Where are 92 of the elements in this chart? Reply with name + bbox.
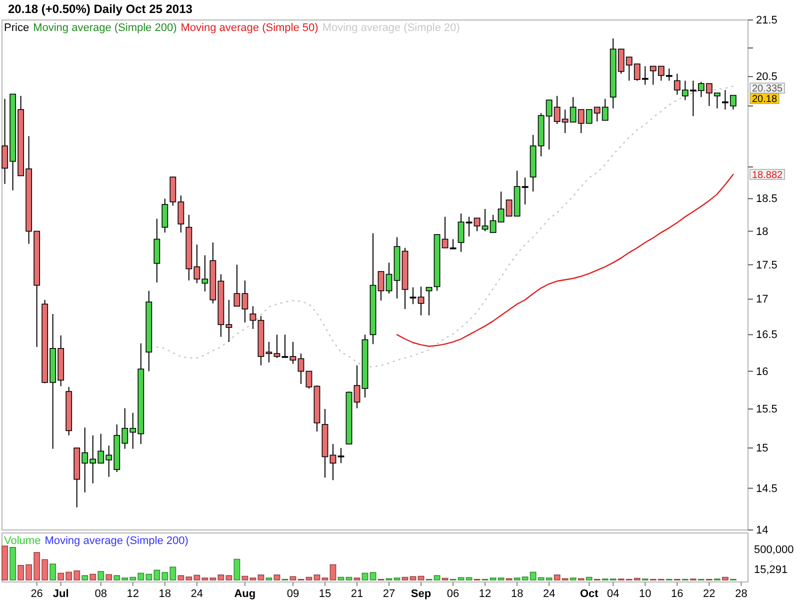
legend-label: Moving average (Simple 200) <box>44 535 188 547</box>
x-tick-label: 16 <box>671 588 684 600</box>
y-tick-label: 18.5 <box>756 193 778 206</box>
candlestick <box>290 341 296 364</box>
x-tick-label: 21 <box>350 588 364 600</box>
bar <box>314 574 320 580</box>
x-tick-label: 10 <box>639 588 652 600</box>
bar <box>402 576 408 580</box>
x-tick-label: 15 <box>318 588 332 600</box>
x-tick-label: 26 <box>30 588 43 600</box>
candlestick <box>282 334 288 358</box>
x-tick-label: 18 <box>158 588 172 600</box>
y-tick-label: 15.5 <box>756 404 778 416</box>
line-series <box>396 174 734 347</box>
x-tick-label: 22 <box>703 588 716 600</box>
x-tick-label: Jul <box>52 588 69 600</box>
bar <box>330 564 336 580</box>
y-tick-label: 14.5 <box>756 482 778 495</box>
y-tick-label: 21.5 <box>756 14 778 27</box>
bar <box>362 572 368 580</box>
bar <box>418 576 424 580</box>
bar <box>322 578 328 580</box>
bar <box>266 578 272 580</box>
x-tick-label: Aug <box>234 588 256 600</box>
x-tick-label: Oct <box>580 588 599 600</box>
candlestick <box>386 262 392 294</box>
bar <box>106 574 112 580</box>
x-tick-label: 06 <box>446 588 460 600</box>
bar <box>290 576 296 580</box>
x-tick-label: 24 <box>190 588 204 600</box>
bar <box>586 576 592 580</box>
bar <box>90 574 96 580</box>
candlestick <box>442 216 448 248</box>
text: 500,000 <box>754 544 794 556</box>
bar <box>458 577 464 580</box>
legend-label: Moving average (Simple 200) <box>33 22 177 34</box>
x-tick-label: 09 <box>286 588 300 600</box>
bar <box>394 578 400 580</box>
candlestick <box>306 370 312 389</box>
candlestick <box>450 238 456 250</box>
chart-title: 20.18 (+0.50%) Daily Oct 25 2013 <box>8 2 193 16</box>
x-tick-label: 27 <box>382 588 396 600</box>
y-tick-label: 16.5 <box>756 329 778 342</box>
candlestick <box>298 353 304 384</box>
bar <box>346 576 352 580</box>
y-tick-label: 20.5 <box>756 71 778 84</box>
bar <box>570 578 576 580</box>
data-label: 20.335 <box>752 84 784 95</box>
bar <box>434 575 440 580</box>
x-tick-label: 12 <box>126 588 139 600</box>
candlestick <box>378 271 384 302</box>
candlestick <box>410 286 416 305</box>
bar <box>354 578 360 580</box>
bar <box>82 575 88 580</box>
bar <box>466 577 472 580</box>
candlestick <box>426 286 432 316</box>
bar <box>234 558 240 580</box>
bar <box>722 576 728 580</box>
candlestick <box>458 213 464 252</box>
x-tick-label: 12 <box>478 588 492 600</box>
candlestick <box>338 447 344 464</box>
text: Moving average (Simple 50) <box>180 22 318 34</box>
bar <box>10 546 16 580</box>
x-tick-label: Sep <box>410 588 432 600</box>
data-label: 18.882 <box>752 170 784 181</box>
y-tick-label: 14 <box>756 524 768 537</box>
bar <box>2 546 8 580</box>
bar <box>410 576 416 580</box>
candlestick <box>354 364 360 409</box>
y-tick-label: 16 <box>756 366 768 378</box>
candlestick <box>330 444 336 481</box>
bar <box>306 576 312 580</box>
x-tick-label: 28 <box>735 588 748 600</box>
bar <box>98 571 104 580</box>
candlestick <box>418 286 424 316</box>
text: 15,291 <box>754 564 788 576</box>
y-tick-label: 18 <box>756 226 768 238</box>
legend-title: Price <box>4 22 30 34</box>
x-tick-label: 24 <box>542 588 556 600</box>
y-tick-label: 17 <box>756 294 768 306</box>
bar <box>338 576 344 580</box>
text: 20.18 <box>752 94 778 106</box>
x-tick-label: 08 <box>94 588 107 600</box>
x-tick-label: 04 <box>607 588 620 600</box>
x-tick-label: 18 <box>510 588 524 600</box>
series-label: Volume <box>4 535 41 547</box>
candlestick <box>162 198 168 234</box>
bar <box>50 564 56 580</box>
y-tick-label: 15 <box>756 442 768 454</box>
bar <box>370 572 376 580</box>
y-tick-label: 17.5 <box>756 259 778 272</box>
bar <box>274 574 280 580</box>
